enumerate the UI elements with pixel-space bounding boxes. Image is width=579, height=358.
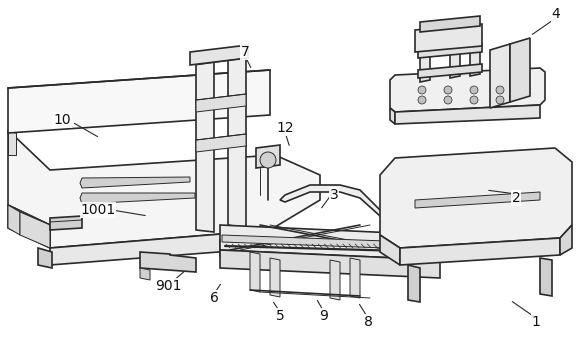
Polygon shape xyxy=(420,48,430,82)
Polygon shape xyxy=(470,42,480,76)
Polygon shape xyxy=(330,260,340,300)
Polygon shape xyxy=(380,235,400,265)
Text: 1: 1 xyxy=(532,315,540,329)
Polygon shape xyxy=(420,16,480,32)
Polygon shape xyxy=(50,216,82,230)
Text: 12: 12 xyxy=(276,121,294,135)
Polygon shape xyxy=(450,44,460,78)
Text: 3: 3 xyxy=(329,188,338,202)
Polygon shape xyxy=(510,38,530,102)
Text: 8: 8 xyxy=(364,315,372,329)
Polygon shape xyxy=(440,230,460,260)
Polygon shape xyxy=(140,252,196,272)
Circle shape xyxy=(444,96,452,104)
Polygon shape xyxy=(418,44,482,58)
Circle shape xyxy=(470,96,478,104)
Circle shape xyxy=(418,96,426,104)
Polygon shape xyxy=(270,258,280,297)
Polygon shape xyxy=(490,44,510,108)
Polygon shape xyxy=(8,130,320,248)
Text: 1001: 1001 xyxy=(80,203,116,217)
Polygon shape xyxy=(20,212,50,248)
Polygon shape xyxy=(8,205,50,248)
Polygon shape xyxy=(196,134,246,152)
Circle shape xyxy=(418,86,426,94)
Text: 9: 9 xyxy=(320,309,328,323)
Text: 5: 5 xyxy=(276,309,284,323)
Polygon shape xyxy=(190,45,248,65)
Circle shape xyxy=(470,86,478,94)
Polygon shape xyxy=(256,145,280,168)
Polygon shape xyxy=(408,265,420,302)
Polygon shape xyxy=(140,268,150,280)
Polygon shape xyxy=(250,252,260,292)
Text: 7: 7 xyxy=(241,45,250,59)
Polygon shape xyxy=(8,205,20,235)
Polygon shape xyxy=(8,130,16,155)
Text: 4: 4 xyxy=(552,7,560,21)
Polygon shape xyxy=(415,24,482,52)
Polygon shape xyxy=(380,148,572,248)
Circle shape xyxy=(496,96,504,104)
Polygon shape xyxy=(50,230,270,265)
Polygon shape xyxy=(540,258,552,296)
Polygon shape xyxy=(80,177,190,188)
Polygon shape xyxy=(390,108,395,124)
Polygon shape xyxy=(80,193,195,204)
Polygon shape xyxy=(222,235,440,250)
Text: 2: 2 xyxy=(512,191,521,205)
Polygon shape xyxy=(220,240,235,258)
Polygon shape xyxy=(280,185,395,238)
Text: 6: 6 xyxy=(210,291,218,305)
Polygon shape xyxy=(560,225,572,255)
Polygon shape xyxy=(220,225,440,260)
Polygon shape xyxy=(196,94,246,112)
Text: 901: 901 xyxy=(155,279,181,293)
Polygon shape xyxy=(38,248,52,268)
Polygon shape xyxy=(196,60,214,232)
Polygon shape xyxy=(228,55,246,228)
Polygon shape xyxy=(415,192,540,208)
Polygon shape xyxy=(395,105,540,124)
Polygon shape xyxy=(350,258,360,298)
Polygon shape xyxy=(400,238,560,265)
Circle shape xyxy=(260,152,276,168)
Polygon shape xyxy=(390,68,545,112)
Text: 10: 10 xyxy=(53,113,71,127)
Polygon shape xyxy=(418,64,482,78)
Circle shape xyxy=(444,86,452,94)
Polygon shape xyxy=(220,250,440,278)
Circle shape xyxy=(496,86,504,94)
Polygon shape xyxy=(8,70,270,133)
